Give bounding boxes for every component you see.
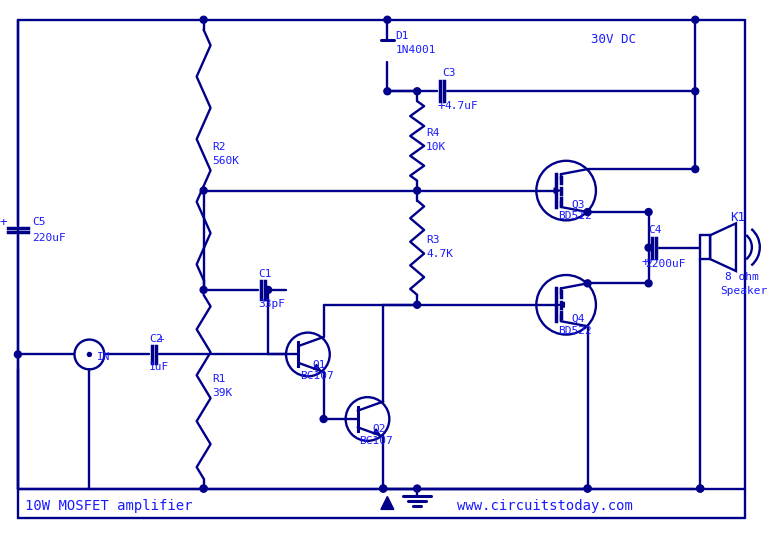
- Text: 10W MOSFET amplifier: 10W MOSFET amplifier: [25, 500, 193, 513]
- Circle shape: [584, 209, 591, 216]
- Circle shape: [200, 16, 207, 23]
- Text: +: +: [437, 100, 444, 113]
- Text: D1: D1: [395, 31, 409, 41]
- Text: BD512: BD512: [558, 211, 592, 221]
- Circle shape: [200, 485, 207, 492]
- Text: +: +: [0, 216, 8, 229]
- Text: 220uF: 220uF: [32, 233, 65, 243]
- Circle shape: [697, 485, 704, 492]
- Bar: [700, 236, 710, 259]
- Circle shape: [645, 209, 652, 216]
- Circle shape: [584, 280, 591, 287]
- Text: C4: C4: [649, 225, 662, 235]
- Text: Q2: Q2: [372, 424, 386, 434]
- Text: 2200uF: 2200uF: [646, 259, 686, 268]
- Text: 8 ohm: 8 ohm: [725, 272, 759, 282]
- Text: 4.7uF: 4.7uF: [444, 101, 478, 111]
- Circle shape: [384, 88, 391, 95]
- Circle shape: [413, 301, 420, 309]
- Text: +: +: [642, 256, 649, 269]
- Text: 10K: 10K: [426, 142, 446, 152]
- Text: R1: R1: [213, 374, 226, 384]
- Circle shape: [15, 351, 21, 358]
- Circle shape: [413, 187, 420, 194]
- Text: C5: C5: [32, 217, 45, 227]
- Circle shape: [384, 16, 391, 23]
- Polygon shape: [381, 496, 394, 509]
- Circle shape: [645, 244, 652, 251]
- Text: Q1: Q1: [313, 360, 326, 369]
- Circle shape: [380, 485, 387, 492]
- Text: R4: R4: [426, 128, 440, 138]
- Text: Speaker: Speaker: [720, 286, 768, 296]
- Circle shape: [413, 88, 420, 95]
- Text: 30V DC: 30V DC: [591, 33, 636, 46]
- Text: 39K: 39K: [213, 388, 233, 397]
- Text: BC107: BC107: [300, 371, 333, 382]
- Text: 4.7K: 4.7K: [426, 249, 453, 259]
- Text: 1uF: 1uF: [149, 362, 169, 372]
- Circle shape: [200, 485, 207, 492]
- Circle shape: [200, 187, 207, 194]
- Text: 1N4001: 1N4001: [395, 44, 436, 54]
- Circle shape: [645, 280, 652, 287]
- Text: Q3: Q3: [571, 199, 584, 210]
- Text: K1: K1: [730, 211, 745, 224]
- Text: +: +: [158, 334, 165, 344]
- Circle shape: [265, 287, 272, 293]
- Text: IN: IN: [97, 352, 111, 362]
- Circle shape: [200, 287, 207, 293]
- Text: 33pF: 33pF: [258, 299, 285, 309]
- Text: C2: C2: [149, 334, 162, 344]
- Circle shape: [320, 416, 327, 423]
- Circle shape: [584, 485, 591, 492]
- Circle shape: [584, 485, 591, 492]
- Text: BC107: BC107: [360, 436, 393, 446]
- Text: 560K: 560K: [213, 156, 239, 166]
- Text: Q4: Q4: [571, 313, 584, 324]
- Circle shape: [692, 16, 699, 23]
- Circle shape: [413, 485, 420, 492]
- Circle shape: [380, 485, 387, 492]
- Circle shape: [697, 485, 704, 492]
- Circle shape: [692, 166, 699, 172]
- Circle shape: [692, 88, 699, 95]
- Text: C3: C3: [442, 69, 455, 79]
- Text: R2: R2: [213, 142, 226, 152]
- Text: R3: R3: [426, 235, 440, 245]
- Text: www.circuitstoday.com: www.circuitstoday.com: [457, 500, 632, 513]
- Text: C1: C1: [258, 269, 272, 279]
- Text: BD522: BD522: [558, 326, 592, 335]
- Circle shape: [87, 352, 92, 356]
